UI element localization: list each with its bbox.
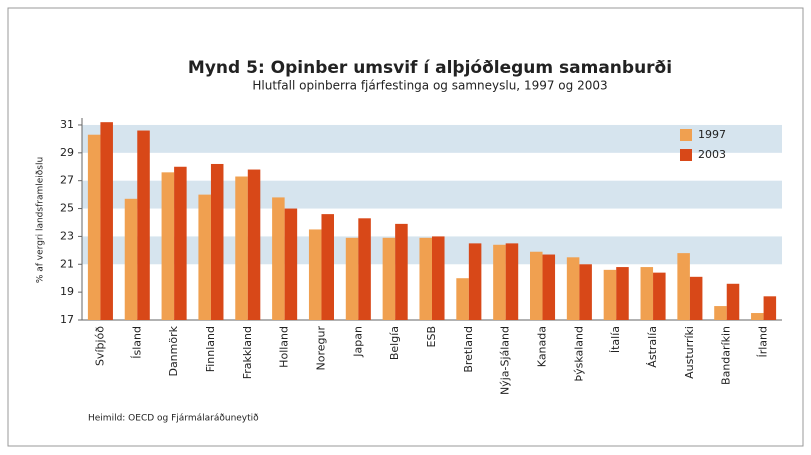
bar <box>689 276 703 320</box>
bar <box>505 243 519 320</box>
y-tick-label: 25 <box>60 202 74 215</box>
bar <box>530 251 543 320</box>
bar <box>247 169 261 320</box>
bar <box>542 254 556 320</box>
bar <box>751 313 764 320</box>
y-tick-label: 17 <box>60 313 74 326</box>
legend-swatch <box>680 149 692 161</box>
bar <box>653 272 666 320</box>
x-tick-label: Danmörk <box>167 325 180 376</box>
x-tick-label: Holland <box>278 326 291 368</box>
source: Heimild: OECD og Fjármálaráðuneytið <box>88 414 259 424</box>
bar <box>726 283 740 320</box>
x-tick-label: Írland <box>757 326 770 358</box>
bar <box>456 278 469 320</box>
x-tick-label: Frakkland <box>241 326 254 379</box>
band <box>82 124 782 153</box>
bar <box>137 130 150 320</box>
band <box>82 180 782 209</box>
x-tick-label: Ísland <box>130 326 143 359</box>
bar <box>100 122 113 320</box>
bar <box>272 197 285 320</box>
bar <box>308 229 322 320</box>
bar <box>603 269 617 320</box>
x-tick-label: Noregur <box>314 326 327 371</box>
x-tick-label: Ítalía <box>609 326 622 353</box>
y-tick-label: 29 <box>60 146 74 159</box>
x-tick-label: ESB <box>425 326 438 347</box>
y-tick-label: 21 <box>60 257 74 270</box>
x-tick-label: Þýskaland <box>572 326 585 382</box>
bar <box>284 208 298 320</box>
bar <box>395 223 408 320</box>
bar <box>174 166 187 320</box>
x-tick-label: Bandaríkin <box>720 326 733 385</box>
y-tick-label: 27 <box>60 174 74 187</box>
bar <box>763 296 777 320</box>
bar <box>358 218 371 320</box>
y-tick-label: 31 <box>60 118 74 131</box>
y-axis-label: % af vergri landsframleiðslu <box>36 157 46 283</box>
y-tick-label: 19 <box>60 285 74 298</box>
x-tick-label: Belgía <box>388 326 401 360</box>
x-tick-label: Svíþjóð <box>93 326 106 366</box>
bar <box>235 176 248 320</box>
x-tick-label: Ástralía <box>646 326 659 368</box>
x-tick-label: Austurríki <box>683 326 696 379</box>
bar <box>382 237 396 320</box>
bar <box>198 194 211 320</box>
x-tick-label: Bretland <box>462 326 475 373</box>
bar <box>321 214 334 320</box>
x-tick-label: Finnland <box>204 326 217 372</box>
bar <box>566 257 580 320</box>
chart-title: Mynd 5: Opinber umsvif í alþjóðlegum sam… <box>188 58 672 78</box>
bar <box>161 172 175 320</box>
bar <box>419 237 432 320</box>
bar <box>579 264 592 320</box>
legend-label: 2003 <box>698 148 726 161</box>
bar <box>432 236 445 320</box>
bar <box>210 163 224 320</box>
bar <box>87 134 101 320</box>
bar <box>468 243 482 320</box>
bar <box>616 267 629 320</box>
y-tick-label: 23 <box>60 229 74 242</box>
x-tick-label: Kanada <box>536 326 549 367</box>
bar <box>640 267 654 320</box>
legend-swatch <box>680 129 692 141</box>
legend-label: 1997 <box>698 128 726 141</box>
bar <box>714 306 727 320</box>
x-tick-label: Japan <box>351 326 364 358</box>
bar <box>345 237 359 320</box>
bar <box>124 198 138 320</box>
chart-subtitle: Hlutfall opinberra fjárfestinga og samne… <box>252 79 607 93</box>
bar <box>677 253 690 320</box>
x-tick-label: Nýja-Sjáland <box>499 326 512 395</box>
bar <box>493 244 506 320</box>
